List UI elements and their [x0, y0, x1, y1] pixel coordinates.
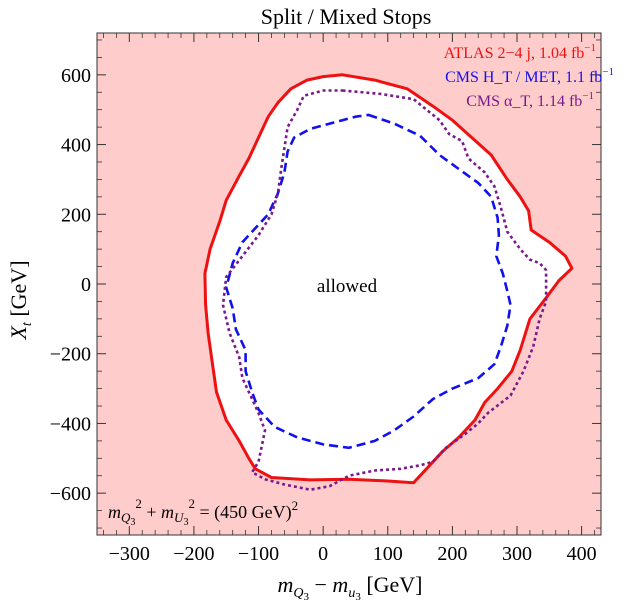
- y-tick-label: 600: [61, 65, 91, 87]
- series-layer: [203, 73, 574, 491]
- y-tick-label: 400: [61, 135, 91, 157]
- region-label: allowed: [317, 276, 378, 297]
- y-tick-label: 0: [81, 274, 91, 296]
- legend-atlas-label: ATLAS 2−4 j, 1.04 fb: [444, 45, 585, 62]
- chart-title: Split / Mixed Stops: [261, 4, 432, 29]
- legend-entry-cms-ht: CMS H_T / MET, 1.1 fb−1: [445, 66, 614, 86]
- series-contour-2: [221, 89, 548, 491]
- legend-entry-atlas: ATLAS 2−4 j, 1.04 fb−1: [444, 42, 596, 62]
- x-tick-label: −100: [238, 543, 279, 565]
- legend-atlas-sup: −1: [584, 42, 596, 54]
- y-tick-label: −400: [50, 413, 91, 435]
- x-axis-title: mQ3 − mu3 [GeV]: [277, 572, 422, 603]
- legend-cms-ht-label: CMS H_T / MET, 1.1 fb: [445, 69, 602, 86]
- mass-constraint-annotation: mQ32 + mU32 = (450 GeV)2: [108, 496, 298, 528]
- x-tick-label: −300: [109, 543, 150, 565]
- legend-cms-alphat-sup: −1: [582, 90, 594, 102]
- tick-layer: −300 −200 −100 0 100 200 300 400 −600 −400 −200 0 20…: [50, 33, 601, 565]
- x-tick-label: 200: [437, 543, 467, 565]
- x-tick-label: 400: [567, 543, 597, 565]
- allowed-region: [204, 74, 572, 483]
- x-tick-label: 100: [373, 543, 403, 565]
- legend-entry-cms-alphat: CMS α_T, 1.14 fb−1: [466, 90, 594, 110]
- legend-cms-alphat-label: CMS α_T, 1.14 fb: [466, 93, 582, 110]
- x-tick-label: −200: [173, 543, 214, 565]
- series-contour-1: [224, 113, 512, 450]
- legend-cms-ht-sup: −1: [602, 66, 614, 78]
- y-tick-label: −200: [50, 344, 91, 366]
- series-contour-0: [203, 73, 574, 485]
- legend: ATLAS 2−4 j, 1.04 fb−1 CMS H_T / MET, 1.…: [444, 42, 614, 110]
- y-tick-label: −600: [50, 483, 91, 505]
- x-tick-label: 0: [318, 543, 328, 565]
- y-axis-title: Xt [GeV]: [6, 260, 35, 340]
- x-tick-label: 300: [502, 543, 532, 565]
- y-tick-label: 200: [61, 204, 91, 226]
